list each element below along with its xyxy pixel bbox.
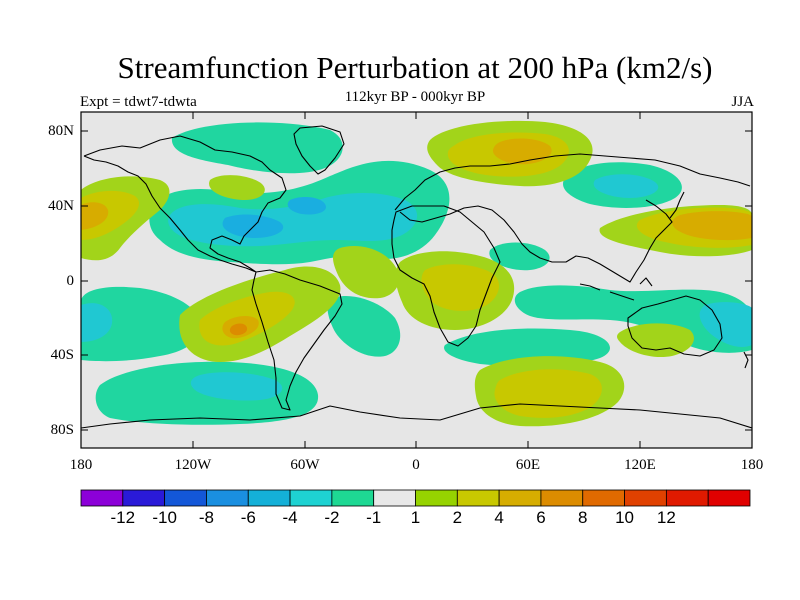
chart-title: Streamfunction Perturbation at 200 hPa (… [117,50,713,85]
lon-label-120w: 120W [174,457,212,473]
colorbar-tick-label: -1 [366,508,382,527]
colorbar-swatch [331,489,375,507]
lon-label-60e: 60E [515,457,541,473]
colorbar-swatch [415,489,458,507]
region-east-asia-negative-core [593,174,659,198]
lat-label-80n: 80N [48,123,74,139]
colorbar-swatch [289,489,333,507]
lon-label-120e: 120E [624,457,656,473]
colorbar-swatch [707,489,751,507]
colorbar-swatch [540,489,584,507]
colorbar-tick-label: -8 [198,508,214,527]
region-south-pacific-negative [81,286,201,362]
region-south-atlantic-negative [327,296,401,357]
colorbar-swatch [122,489,166,507]
coast-australia [627,295,723,357]
lat-label-40s: 40S [50,347,74,363]
colorbar-tick-label: 12 [656,508,676,527]
region-south-pacific-negative-core [81,303,113,342]
coast-south-america [251,269,343,411]
region-north-pacific-west-positive-peak [672,211,752,241]
coast-greenland [293,125,345,175]
colorbar-swatch [456,489,500,507]
region-arctic-negative [171,122,343,174]
region-australia-negative-core [699,302,752,347]
colorbar-tick-label: 10 [615,508,635,527]
colorbar-tick-label: -12 [110,508,136,527]
colorbar-tick-label: 1 [410,508,421,527]
coast-japan [669,191,685,219]
coast-europe-asia [394,153,751,283]
colorbar-tick-label: -2 [324,508,340,527]
region-atlantic-negative-core [168,193,418,247]
coast-africa [391,205,501,347]
coast-indonesia [579,277,653,301]
colorbar-tick-label: -6 [240,508,256,527]
colorbar-swatch [164,489,207,507]
colorbar-tick-label: -4 [282,508,298,527]
colorbar [80,489,751,507]
colorbar-swatch [624,489,667,507]
colorbar-swatch [80,489,124,507]
region-central-pacific-positive-max [229,323,248,336]
colorbar-swatch [582,489,625,507]
contour-field [81,112,752,448]
region-siberia-positive-peak [492,138,552,165]
coast-north-america [83,135,287,273]
lon-label-0: 0 [412,457,420,473]
lat-label-40n: 40N [48,198,74,214]
region-north-pacific-positive-peak [81,202,109,230]
region-africa-positive-core [421,264,500,311]
lat-label-80s: 80S [50,422,74,438]
colorbar-swatch [206,489,249,507]
negative-regions-stronger [222,196,326,238]
region-south-pacific-east-positive [617,323,694,358]
experiment-label: Expt = tdwt7-tdwta [80,94,197,110]
region-north-atlantic-negative-peak [287,196,326,215]
region-west-pacific-negative [489,242,550,271]
coast-antarctica [81,403,752,429]
colorbar-tick-label: 4 [494,508,504,527]
colorbar-swatch [373,489,416,507]
negative-regions-strong [81,174,752,401]
colorbar-tick-label: -10 [152,508,177,527]
region-atlantic-negative-peak [222,214,284,238]
colorbar-swatch [247,489,291,507]
colorbar-swatch [665,489,709,507]
region-tropical-atlantic-positive [333,246,400,299]
lon-label-180e: 180 [740,457,764,473]
colorbar-tick-label: 2 [452,508,463,527]
lon-label-180w: 180 [69,457,93,473]
colorbar-tick-label: 8 [578,508,588,527]
region-canada-positive [209,175,265,200]
coastlines [81,125,752,429]
region-south-indian-positive-core [494,369,602,418]
region-southern-ocean-negative-core [190,372,283,401]
positive-regions-strongest [229,323,248,336]
lon-label-60w: 60W [290,457,320,473]
axis-ticks [81,112,752,448]
colorbar-swatch [498,489,542,507]
colorbar-tick-label: 6 [536,508,546,527]
season-label: JJA [731,94,754,110]
lat-label-0: 0 [66,273,75,289]
chart-subtitle: 112kyr BP - 000kyr BP [344,89,486,105]
